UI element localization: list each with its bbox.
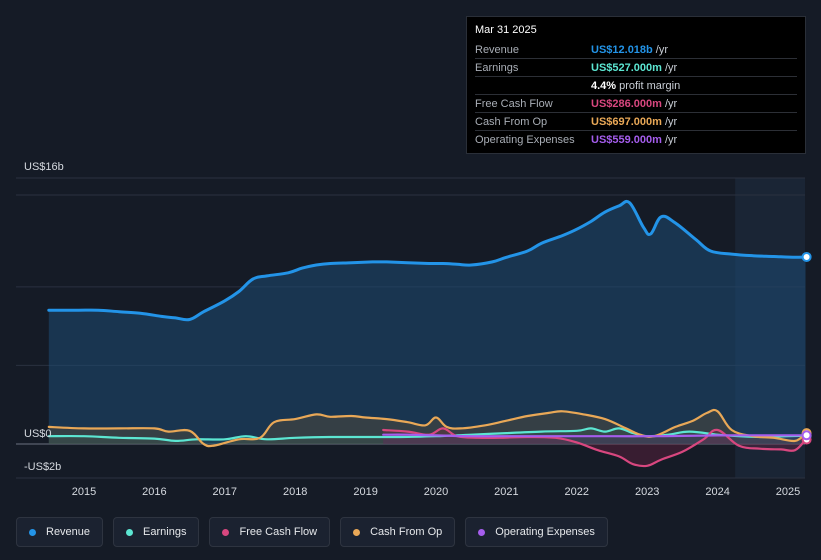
x-tick-label: 2018 [283,486,307,498]
x-tick-label: 2020 [424,486,448,498]
legend-dot-icon [126,528,134,536]
line-revenue [47,199,808,322]
area-revenue [48,201,806,444]
tooltip-label: Revenue [475,43,520,56]
legend-label: Earnings [143,526,187,538]
endpoint-revenue [801,251,812,262]
legend-dot-icon [353,528,361,536]
line-cash-from-op [47,408,807,448]
legend-label: Revenue [46,526,91,538]
tooltip-label: Operating Expenses [475,133,575,146]
series-lines [47,199,808,468]
tooltip-row: Cash From Op US$697.000m/yr [475,112,797,130]
line-free-cash-flow [382,427,807,468]
x-axis-ticks: 2015 2016 2017 2018 2019 2020 2021 2022 2023 2024… [72,486,800,498]
legend-item-operating-expenses[interactable]: Operating Expenses [465,517,608,547]
tooltip-unit: /yr [664,133,678,146]
tooltip-unit: /yr [655,43,668,56]
area-free-cash-flow [383,428,806,467]
x-tick-label: 2019 [353,486,377,498]
tooltip-unit: /yr [664,115,678,128]
data-tooltip: Mar 31 2025 Revenue US$12.018b/yr Earnings… [466,16,806,154]
x-tick-label: 2024 [705,486,729,498]
tooltip-value: US$697.000m [591,115,662,128]
y-axis-ticks: US$16b US$0 -US$2b [24,161,64,473]
y-tick-label: US$0 [24,428,52,440]
tooltip-rows: Revenue US$12.018b/yr Earnings US$527.000m /… [475,41,797,148]
line-earnings [47,427,807,443]
x-tick-label: 2017 [213,486,237,498]
tooltip-value: 4.4% [591,79,617,92]
tooltip-value: US$527.000m [591,61,662,74]
tooltip-unit: /yr [664,97,678,110]
x-tick-label: 2015 [72,486,96,498]
x-tick-label: 2023 [635,486,659,498]
series-endpoints [801,251,812,445]
tooltip-row: Operating Expenses US$559.000m/yr [475,130,797,148]
y-tick-label: US$16b [24,161,64,173]
x-tick-label: 2025 [776,486,800,498]
y-tick-label: -US$2b [24,461,61,473]
tooltip-value: US$12.018b [591,43,653,56]
legend-label: Free Cash Flow [239,526,318,538]
legend-dot-icon [478,528,486,536]
legend-label: Cash From Op [370,526,443,538]
endpoint-operating-expenses [801,430,812,441]
tooltip-label: Free Cash Flow [475,97,553,110]
x-tick-label: 2022 [565,486,589,498]
tooltip-value: US$559.000m [591,133,662,146]
tooltip-row: 4.4% profit margin [475,76,797,94]
tooltip-row: Free Cash Flow US$286.000m/yr [475,94,797,112]
legend-dot-icon [29,528,36,536]
tooltip-row: Revenue US$12.018b/yr [475,41,797,58]
series-areas [48,201,806,467]
legend: Revenue Earnings Free Cash Flow Cash From O… [16,517,608,547]
legend-item-cash-from-op[interactable]: Cash From Op [340,517,456,547]
tooltip-unit: profit margin [619,79,681,92]
tooltip-label: Cash From Op [475,115,548,128]
legend-item-earnings[interactable]: Earnings [113,517,200,547]
x-tick-label: 2021 [494,486,518,498]
legend-item-free-cash-flow[interactable]: Free Cash Flow [209,517,331,547]
tooltip-unit: /yr [664,61,678,74]
tooltip-label: Earnings [475,61,519,74]
line-operating-expenses [382,433,807,438]
legend-item-revenue[interactable]: Revenue [16,517,104,547]
tooltip-value: US$286.000m [591,97,662,110]
x-tick-label: 2016 [142,486,166,498]
tooltip-row: Earnings US$527.000m/yr [475,58,797,76]
tooltip-date: Mar 31 2025 [475,24,537,36]
legend-label: Operating Expenses [495,526,595,538]
legend-dot-icon [222,528,230,536]
